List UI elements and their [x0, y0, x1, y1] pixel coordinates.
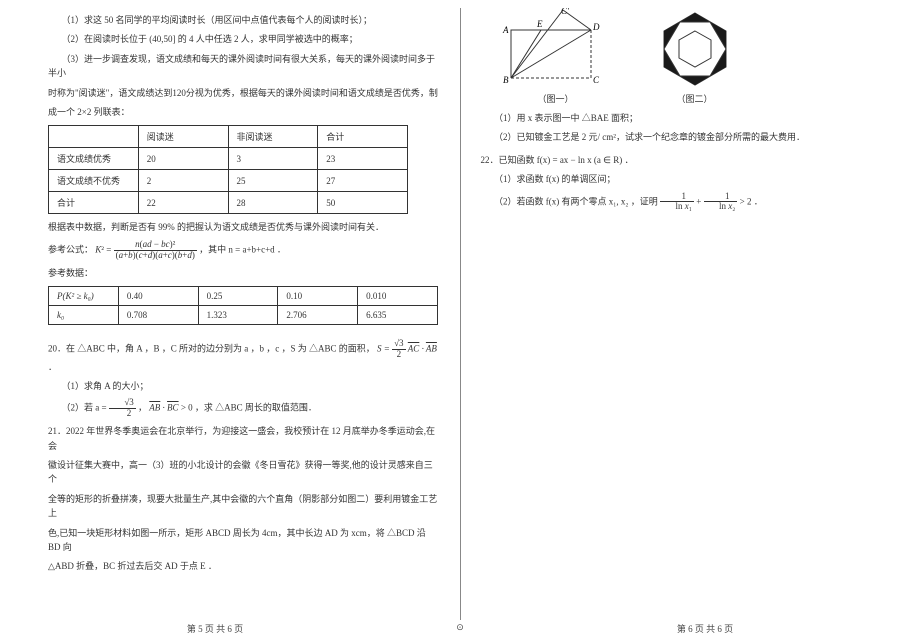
table-row: 语文成绩不优秀 2 25 27 [49, 170, 408, 192]
q3c: 成一个 2×2 列联表： [48, 105, 440, 119]
svg-text:C': C' [561, 8, 570, 16]
q21c: 全等的矩形的折叠拼凑，现要大批量生产,其中会徽的六个直角（阴影部分如图二）要利用… [48, 492, 440, 521]
q20a: 20．在 △ABC 中，角 A ，B ，C 所对的边分别为 a ，b ，c ，S… [48, 343, 375, 353]
cell: 0.708 [118, 305, 198, 324]
cell: 1.323 [198, 305, 278, 324]
formula-label: 参考公式： [48, 244, 93, 254]
figure-one: A B C D C' E （图一） [501, 8, 611, 105]
fold-diagram-svg: A B C D C' E [501, 8, 611, 90]
cell: 0.25 [198, 286, 278, 305]
q2: （2）在阅读时长位于 (40,50] 的 4 人中任选 2 人，求甲同学被选中的… [48, 32, 440, 46]
cell: 阅读迷 [138, 126, 228, 148]
chi-square-table: P(K² ≥ k₀) 0.40 0.25 0.10 0.010 k₀ 0.708… [48, 286, 438, 325]
cell: 2.706 [278, 305, 358, 324]
q20-line: 20．在 △ABC 中，角 A ，B ，C 所对的边分别为 a ，b ，c ，S… [48, 339, 440, 374]
formula-line: 参考公式： K² = n(ad − bc)² (a+b)(c+d)(a+c)(b… [48, 240, 440, 261]
cell: 合计 [49, 192, 139, 214]
left-column: （1）求这 50 名同学的平均阅读时长（用区间中点值代表每个人的阅读时长）； （… [30, 8, 458, 620]
table-row: 合计 22 28 50 [49, 192, 408, 214]
cell [49, 126, 139, 148]
fig2-label: （图二） [651, 92, 739, 105]
cell: 非阅读迷 [228, 126, 318, 148]
cell: 0.40 [118, 286, 198, 305]
q3a: （3）进一步调查发现，语文成绩和每天的课外阅读时间有很大关系，每天的课外阅读时间… [48, 52, 440, 81]
table-row: k₀ 0.708 1.323 2.706 6.635 [49, 305, 438, 324]
cell: 20 [138, 148, 228, 170]
cell: 25 [228, 170, 318, 192]
page-footer: 第 5 页 共 6 页 ⊙ 第 6 页 共 6 页 [0, 622, 920, 635]
figure-row: A B C D C' E （图一） [501, 8, 873, 105]
table-row: 语文成绩优秀 20 3 23 [49, 148, 408, 170]
fig1-label: （图一） [501, 92, 611, 105]
cell: P(K² ≥ k₀) [49, 286, 119, 305]
cell: 27 [318, 170, 408, 192]
cell: 语文成绩优秀 [49, 148, 139, 170]
svg-text:B: B [503, 75, 509, 85]
footer-right: 第 6 页 共 6 页 [470, 622, 900, 635]
figure-two: （图二） [651, 8, 739, 105]
q1: （1）求这 50 名同学的平均阅读时长（用区间中点值代表每个人的阅读时长）； [48, 13, 440, 27]
table-row: 阅读迷 非阅读迷 合计 [49, 126, 408, 148]
q22-1: （1）求函数 f(x) 的单调区间； [481, 172, 873, 186]
svg-text:D: D [592, 22, 600, 32]
cell: k₀ [49, 305, 119, 324]
cell: 2 [138, 170, 228, 192]
cell: 0.010 [358, 286, 438, 305]
svg-text:E: E [536, 19, 543, 29]
cell: 28 [228, 192, 318, 214]
svg-text:A: A [502, 25, 509, 35]
cell: 23 [318, 148, 408, 170]
q21e: △ABD 折叠，BC 折过去后交 AD 于点 E ． [48, 559, 440, 573]
k2-fraction: n(ad − bc)² (a+b)(c+d)(a+c)(b+d) [114, 240, 197, 261]
table-row: P(K² ≥ k₀) 0.40 0.25 0.10 0.010 [49, 286, 438, 305]
q21a: 21．2022 年世界冬季奥运会在北京举行，为迎接这一盛会，我校预计在 12 月… [48, 424, 440, 453]
q3b: 时称为"阅读迷"，语文成绩达到120分视为优秀，根据每天的课外阅读时间和语文成绩… [48, 86, 440, 100]
svg-text:C: C [593, 75, 600, 85]
q21-2: （2）已知镀金工艺是 2 元/ cm²，试求一个纪念章的镀金部分所需的最大费用． [481, 130, 873, 144]
footer-dot: ⊙ [450, 622, 470, 635]
column-divider [460, 8, 461, 620]
q22: 22．已知函数 f(x) = ax − ln x (a ∈ R) ． [481, 153, 873, 167]
page-container: （1）求这 50 名同学的平均阅读时长（用区间中点值代表每个人的阅读时长）； （… [0, 0, 920, 620]
q22-2: （2）若函数 f(x) 有两个零点 x₁, x₂ ，证明 1ln x₁ + 1l… [481, 192, 873, 213]
conclusion: 根据表中数据，判断是否有 99% 的把握认为语文成绩是否优秀与课外阅读时间有关． [48, 220, 440, 234]
snowflake-svg [651, 8, 739, 90]
cell: 6.635 [358, 305, 438, 324]
q21-1: （1）用 x 表示图一中 △BAE 面积； [481, 111, 873, 125]
cell: 3 [228, 148, 318, 170]
cell: 合计 [318, 126, 408, 148]
right-column: A B C D C' E （图一） [463, 8, 891, 620]
q21d: 色,已知一块矩形材料如图一所示，矩形 ABCD 周长为 4cm，其中长边 AD … [48, 526, 440, 555]
q20-1: （1）求角 A 的大小； [48, 379, 440, 393]
cell: 50 [318, 192, 408, 214]
data-label: 参考数据： [48, 266, 440, 280]
formula-tail: ，其中 n = a+b+c+d ． [199, 244, 286, 254]
cell: 语文成绩不优秀 [49, 170, 139, 192]
footer-left: 第 5 页 共 6 页 [20, 622, 450, 635]
contingency-table: 阅读迷 非阅读迷 合计 语文成绩优秀 20 3 23 语文成绩不优秀 2 25 … [48, 125, 408, 214]
cell: 0.10 [278, 286, 358, 305]
q20-2: （2）若 a = √32 ， AB · BC > 0 ，求 △ABC 周长的取值… [48, 398, 440, 419]
cell: 22 [138, 192, 228, 214]
q21b: 徽设计征集大赛中，高一（3）班的小北设计的会徽《冬日雪花》获得一等奖,他的设计灵… [48, 458, 440, 487]
